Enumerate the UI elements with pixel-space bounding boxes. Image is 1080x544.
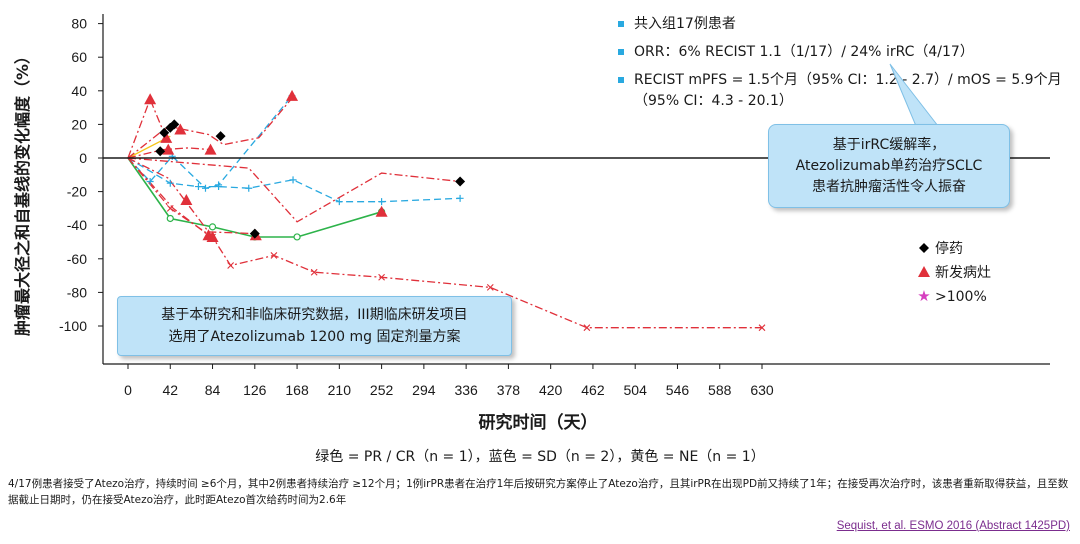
callout-left: 基于本研究和非临床研究数据，III期临床研发项目 选用了Atezolizumab… [117, 296, 512, 356]
discontinued-marker [155, 146, 166, 157]
data-point [378, 198, 386, 206]
data-point [335, 198, 343, 206]
y-tick-label: 0 [79, 150, 87, 166]
legend-label: 新发病灶 [935, 265, 991, 281]
x-tick-label: 126 [243, 382, 267, 398]
callout-tail [889, 63, 940, 127]
new-lesion-marker [204, 143, 217, 155]
y-tick-label: -40 [67, 217, 87, 233]
x-tick-label: 210 [328, 382, 352, 398]
x-tick-label: 294 [412, 382, 436, 398]
legend-label: >100% [935, 289, 987, 305]
data-point [166, 179, 174, 187]
data-point [583, 324, 591, 332]
y-tick-label: -20 [67, 184, 87, 200]
data-point [289, 176, 297, 184]
x-tick-label: 630 [750, 382, 774, 398]
new-lesion-marker [286, 89, 299, 101]
discontinued-marker [215, 131, 226, 142]
data-point [270, 252, 278, 259]
legend-star-icon: ★ [917, 287, 930, 305]
discontinued-marker [169, 119, 180, 130]
new-lesion-marker [375, 205, 388, 217]
y-tick-label: 60 [71, 49, 87, 65]
x-tick-label: 546 [666, 382, 690, 398]
x-tick-label: 588 [708, 382, 732, 398]
new-lesion-marker [160, 131, 173, 143]
legend-diamond-icon [919, 243, 929, 253]
series-line-pd-5 [127, 157, 255, 235]
y-tick-label: 40 [71, 83, 87, 99]
new-lesion-marker [206, 230, 219, 242]
series-line-pd-1 [127, 157, 762, 329]
color-note: 绿色 = PR / CR（n = 1），蓝色 = SD（n = 2），黄色 = … [315, 448, 764, 465]
x-tick-label: 504 [624, 382, 648, 398]
info-item: RECIST mPFS = 1.5个月（95% CI：1.2 - 2.7）/ m… [618, 70, 1068, 112]
x-tick-label: 84 [205, 382, 221, 398]
bullet-icon [618, 21, 624, 27]
data-point [227, 262, 235, 269]
info-list: 共入组17例患者 ORR：6% RECIST 1.1（1/17）/ 24% ir… [618, 14, 1068, 119]
discontinued-marker [455, 176, 466, 187]
y-axis-title: 肿瘤最大径之和自基线的变化幅度（%） [13, 48, 32, 336]
data-point [201, 184, 209, 192]
info-item: 共入组17例患者 [618, 14, 1068, 35]
x-tick-label: 168 [285, 382, 309, 398]
footnote: 4/17例患者接受了Atezo治疗，持续时间 ≥6个月，其中2例患者持续治疗 ≥… [8, 478, 1069, 506]
series-line-pd-6 [127, 157, 461, 223]
info-item: ORR：6% RECIST 1.1（1/17）/ 24% irRC（4/17） [618, 42, 1068, 63]
series-line-pr/cr-1 [127, 157, 382, 238]
discontinued-marker [249, 228, 260, 239]
data-point [486, 283, 494, 291]
series-line-sd-2 [127, 95, 293, 189]
legend-triangle-icon [918, 266, 930, 277]
data-point [310, 268, 318, 276]
y-tick-label: 20 [71, 116, 87, 132]
y-tick-label: -100 [59, 318, 87, 334]
data-point [293, 233, 301, 241]
y-tick-label: -80 [67, 284, 87, 300]
data-point [208, 223, 217, 231]
new-lesion-marker [162, 143, 175, 155]
x-tick-label: 336 [454, 382, 478, 398]
data-point [166, 214, 174, 223]
x-tick-label: 462 [581, 382, 605, 398]
data-point [146, 178, 154, 186]
bullet-icon [618, 77, 624, 83]
bullet-icon [618, 49, 624, 55]
x-tick-label: 0 [124, 382, 132, 398]
source-link[interactable]: Sequist, et al. ESMO 2016 (Abstract 1425… [836, 520, 1070, 532]
x-tick-label: 42 [162, 382, 178, 398]
y-tick-label: 80 [71, 16, 87, 32]
y-tick-label: -60 [67, 251, 87, 267]
callout-right: 基于irRC缓解率， Atezolizumab单药治疗SCLC 患者抗肿瘤活性令… [768, 124, 1010, 208]
discontinued-marker [159, 127, 170, 138]
x-tick-label: 420 [539, 382, 563, 398]
series-line-pd-4 [127, 147, 211, 159]
x-tick-label: 252 [370, 382, 394, 398]
x-tick-label: 378 [497, 382, 521, 398]
data-point [194, 183, 202, 191]
new-lesion-marker [180, 194, 193, 205]
data-point [378, 273, 385, 281]
data-point [215, 181, 223, 189]
new-lesion-marker [144, 93, 157, 105]
data-point [245, 184, 253, 192]
data-point [758, 324, 766, 332]
data-point [456, 194, 464, 202]
new-lesion-marker [174, 123, 187, 135]
data-point [166, 205, 174, 212]
x-axis-title: 研究时间（天） [479, 412, 598, 433]
legend-label: 停药 [935, 240, 963, 257]
series-line-pd-7 [127, 157, 209, 236]
